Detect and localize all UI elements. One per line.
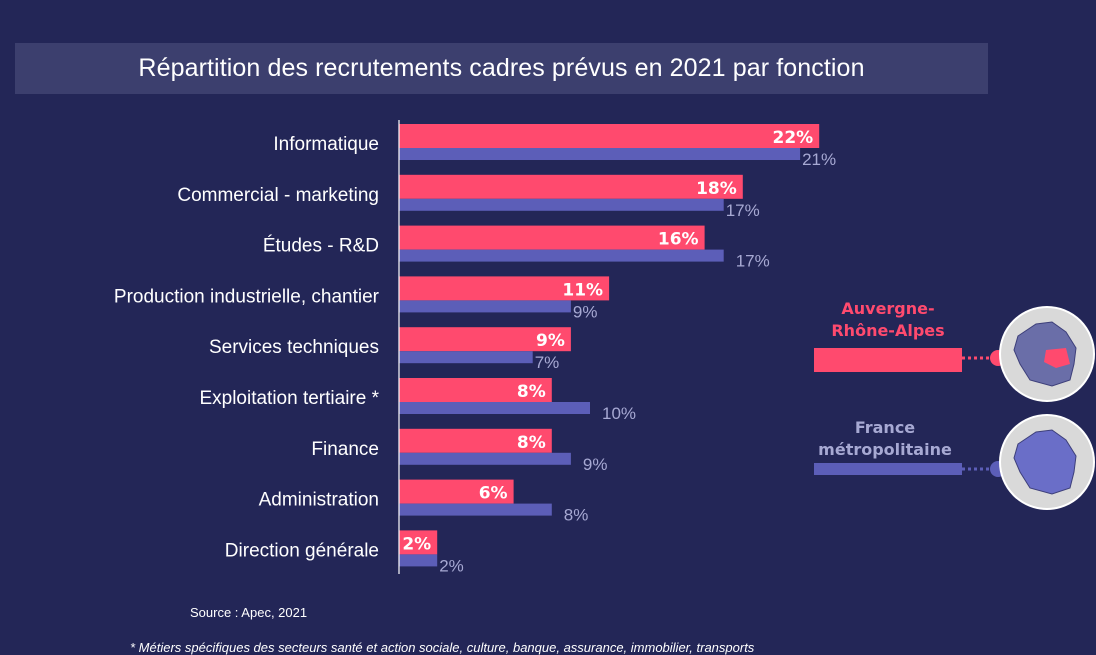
bar-france-metropolitaine — [399, 503, 552, 516]
bar-auvergne-rhone-alpes — [399, 530, 438, 555]
data-label-auvergne-rhone-alpes: 8% — [517, 382, 546, 402]
legend-label-auvergne-rhone-alpes: Auvergne- — [841, 299, 934, 318]
category-label: Études - R&D — [263, 236, 379, 257]
bar-france-metropolitaine — [399, 148, 801, 160]
bar-auvergne-rhone-alpes — [399, 479, 514, 504]
category-label: Informatique — [273, 134, 379, 155]
category-label: Production industrielle, chantier — [114, 286, 380, 307]
data-label-france-metropolitaine: 17% — [736, 252, 770, 271]
bar-france-metropolitaine — [399, 452, 571, 465]
france-map-icon — [1013, 429, 1077, 495]
category-label: Exploitation tertiaire * — [199, 388, 379, 409]
data-label-france-metropolitaine: 9% — [573, 302, 598, 321]
bar-auvergne-rhone-alpes — [399, 428, 552, 453]
bar-france-metropolitaine — [399, 249, 724, 262]
data-label-france-metropolitaine: 2% — [439, 556, 464, 575]
category-label: Direction générale — [225, 540, 379, 561]
data-label-auvergne-rhone-alpes: 8% — [517, 433, 546, 453]
data-label-france-metropolitaine: 8% — [564, 506, 589, 525]
region-highlight-icon — [1044, 348, 1070, 368]
data-label-france-metropolitaine: 10% — [602, 404, 636, 423]
chart-title: Répartition des recrutements cadres prév… — [138, 54, 865, 82]
bar-france-metropolitaine — [399, 402, 590, 414]
data-label-auvergne-rhone-alpes: 6% — [479, 484, 508, 504]
data-label-france-metropolitaine: 7% — [535, 353, 560, 372]
bar-auvergne-rhone-alpes — [399, 124, 820, 148]
legend-label-france-metropolitaine: France — [855, 418, 915, 437]
bar-auvergne-rhone-alpes — [399, 327, 571, 352]
bar-france-metropolitaine — [399, 351, 533, 364]
legend-swatch-france-metropolitaine — [814, 463, 962, 475]
data-label-auvergne-rhone-alpes: 16% — [658, 230, 699, 250]
category-label: Services techniques — [209, 337, 379, 358]
bar-france-metropolitaine — [399, 198, 724, 211]
footnote: * Métiers spécifiques des secteurs santé… — [130, 640, 755, 655]
category-label: Administration — [259, 490, 379, 511]
bar-france-metropolitaine — [399, 300, 571, 313]
france-map-icon — [1013, 321, 1077, 387]
data-label-auvergne-rhone-alpes: 9% — [536, 331, 565, 351]
bar-auvergne-rhone-alpes — [399, 225, 705, 250]
bar-auvergne-rhone-alpes — [399, 276, 610, 301]
data-label-auvergne-rhone-alpes: 2% — [402, 534, 431, 554]
legend-label-auvergne-rhone-alpes: Rhône-Alpes — [831, 321, 944, 340]
source-note: Source : Apec, 2021 — [190, 605, 308, 620]
legend-label-france-metropolitaine: métropolitaine — [818, 440, 952, 459]
data-label-auvergne-rhone-alpes: 11% — [562, 280, 603, 300]
data-label-france-metropolitaine: 17% — [726, 201, 760, 220]
data-label-france-metropolitaine: 21% — [802, 150, 836, 169]
legend-swatch-auvergne-rhone-alpes — [814, 348, 962, 372]
bar-france-metropolitaine — [399, 554, 438, 567]
data-label-auvergne-rhone-alpes: 18% — [696, 179, 737, 199]
data-label-auvergne-rhone-alpes: 22% — [772, 128, 813, 148]
bar-auvergne-rhone-alpes — [399, 174, 743, 199]
category-label: Commercial - marketing — [177, 185, 379, 206]
category-label: Finance — [311, 439, 379, 460]
title-bar: Répartition des recrutements cadres prév… — [15, 43, 988, 94]
bar-auvergne-rhone-alpes — [399, 378, 552, 402]
data-label-france-metropolitaine: 9% — [583, 455, 608, 474]
